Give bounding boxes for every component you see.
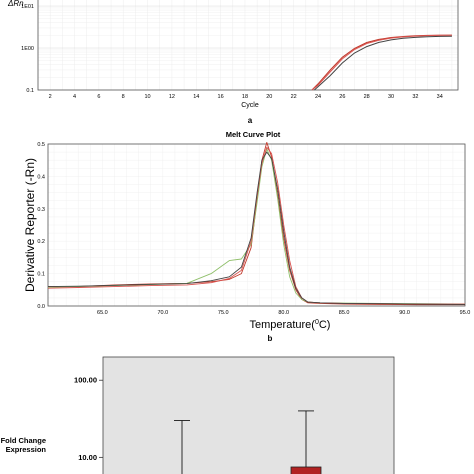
amplification-y-label: ΔRn (7, 0, 24, 8)
y-tick-label: 0.5 (37, 142, 45, 148)
bar-series (174, 410, 322, 474)
x-tick-label: 16 (218, 94, 224, 100)
bar-y-ticks: 100.00 10.00 (74, 376, 103, 462)
amplification-plot: 2 4 6 8 10 12 14 16 18 20 22 24 26 28 30 32 34 0.11E001E… (7, 0, 459, 125)
amplification-curve (311, 34, 452, 91)
amplification-y-ticks: 0.1 1E00 1E01 (21, 4, 34, 94)
y-tick-label: 1E01 (21, 4, 34, 10)
x-tick-label: 12 (169, 94, 175, 100)
melt-grid (48, 143, 466, 307)
x-tick-label: 75.0 (218, 310, 229, 316)
y-tick-label: 0.1 (26, 88, 34, 94)
amplification-curve (311, 34, 452, 91)
x-tick-label: 28 (364, 94, 370, 100)
bar-plot-background (102, 356, 395, 474)
melt-x-label: Temperature(0C) (250, 319, 331, 331)
x-tick-label: 65.0 (97, 310, 108, 316)
x-tick-label: 26 (339, 94, 345, 100)
melt-x-ticks: 65.0 70.0 75.0 80.0 85.0 90.0 95.0 (97, 310, 470, 316)
amplification-grid (37, 0, 458, 91)
y-tick-label: 1E00 (21, 46, 34, 52)
amplification-x-label: Cycle (241, 102, 259, 109)
melt-plot-frame (47, 143, 466, 307)
melt-curve-plot: Melt Curve Plot 65.0 70.0 75.0 80.0 85.0 90.0… (23, 130, 470, 343)
melt-curve (47, 148, 466, 305)
melt-y-label: Derivative Reporter (-Rn) (23, 158, 37, 292)
melt-curve (48, 141, 465, 306)
x-tick-label: 30 (388, 94, 394, 100)
x-tick-label: 6 (97, 94, 100, 100)
fold-change-bar-chart: 100.00 10.00 age Fold Change Expression (0, 356, 395, 474)
x-tick-label: 80.0 (278, 310, 289, 316)
x-tick-label: 70.0 (157, 310, 168, 316)
y-tick-label: 100.00 (74, 376, 97, 385)
amplification-plot-frame (37, 0, 459, 91)
x-tick-label: 85.0 (339, 310, 350, 316)
melt-y-ticks: 0.0 0.1 0.2 0.3 0.4 0.5 (37, 142, 45, 310)
y-tick-label: 0.1 (37, 272, 45, 278)
melt-title: Melt Curve Plot (226, 130, 281, 139)
x-tick-label: 24 (315, 94, 321, 100)
x-tick-label: 14 (193, 94, 199, 100)
bar-y-label-line-1: age Fold Change (0, 436, 46, 445)
y-tick-label: 0.2 (37, 239, 45, 245)
y-tick-label: 10.00 (78, 453, 97, 462)
melt-curve (47, 146, 465, 305)
x-tick-label: 2 (49, 94, 52, 100)
x-tick-label: 4 (73, 94, 76, 100)
y-tick-label: 0.0 (37, 304, 45, 310)
amplification-series (311, 34, 452, 91)
y-tick-label: 0.4 (37, 174, 45, 180)
bar-y-label-line-2: Expression (6, 445, 47, 454)
x-tick-label: 95.0 (460, 310, 471, 316)
x-tick-label: 90.0 (399, 310, 410, 316)
x-tick-label: 34 (437, 94, 443, 100)
amplification-x-ticks: 2 4 6 8 10 12 14 16 18 20 22 24 26 28 30 32 34 (49, 94, 443, 100)
x-tick-label: 32 (412, 94, 418, 100)
melt-series (47, 141, 466, 306)
panel-label-a: a (248, 116, 253, 125)
x-tick-label: 8 (122, 94, 125, 100)
x-tick-label: 18 (242, 94, 248, 100)
amplification-curve (313, 35, 452, 91)
x-tick-label: 20 (266, 94, 272, 100)
x-tick-label: 10 (145, 94, 151, 100)
bar (290, 466, 322, 474)
y-tick-label: 0.3 (37, 207, 45, 213)
x-tick-label: 22 (291, 94, 297, 100)
panel-label-b: b (268, 334, 273, 343)
melt-curve (47, 151, 466, 305)
